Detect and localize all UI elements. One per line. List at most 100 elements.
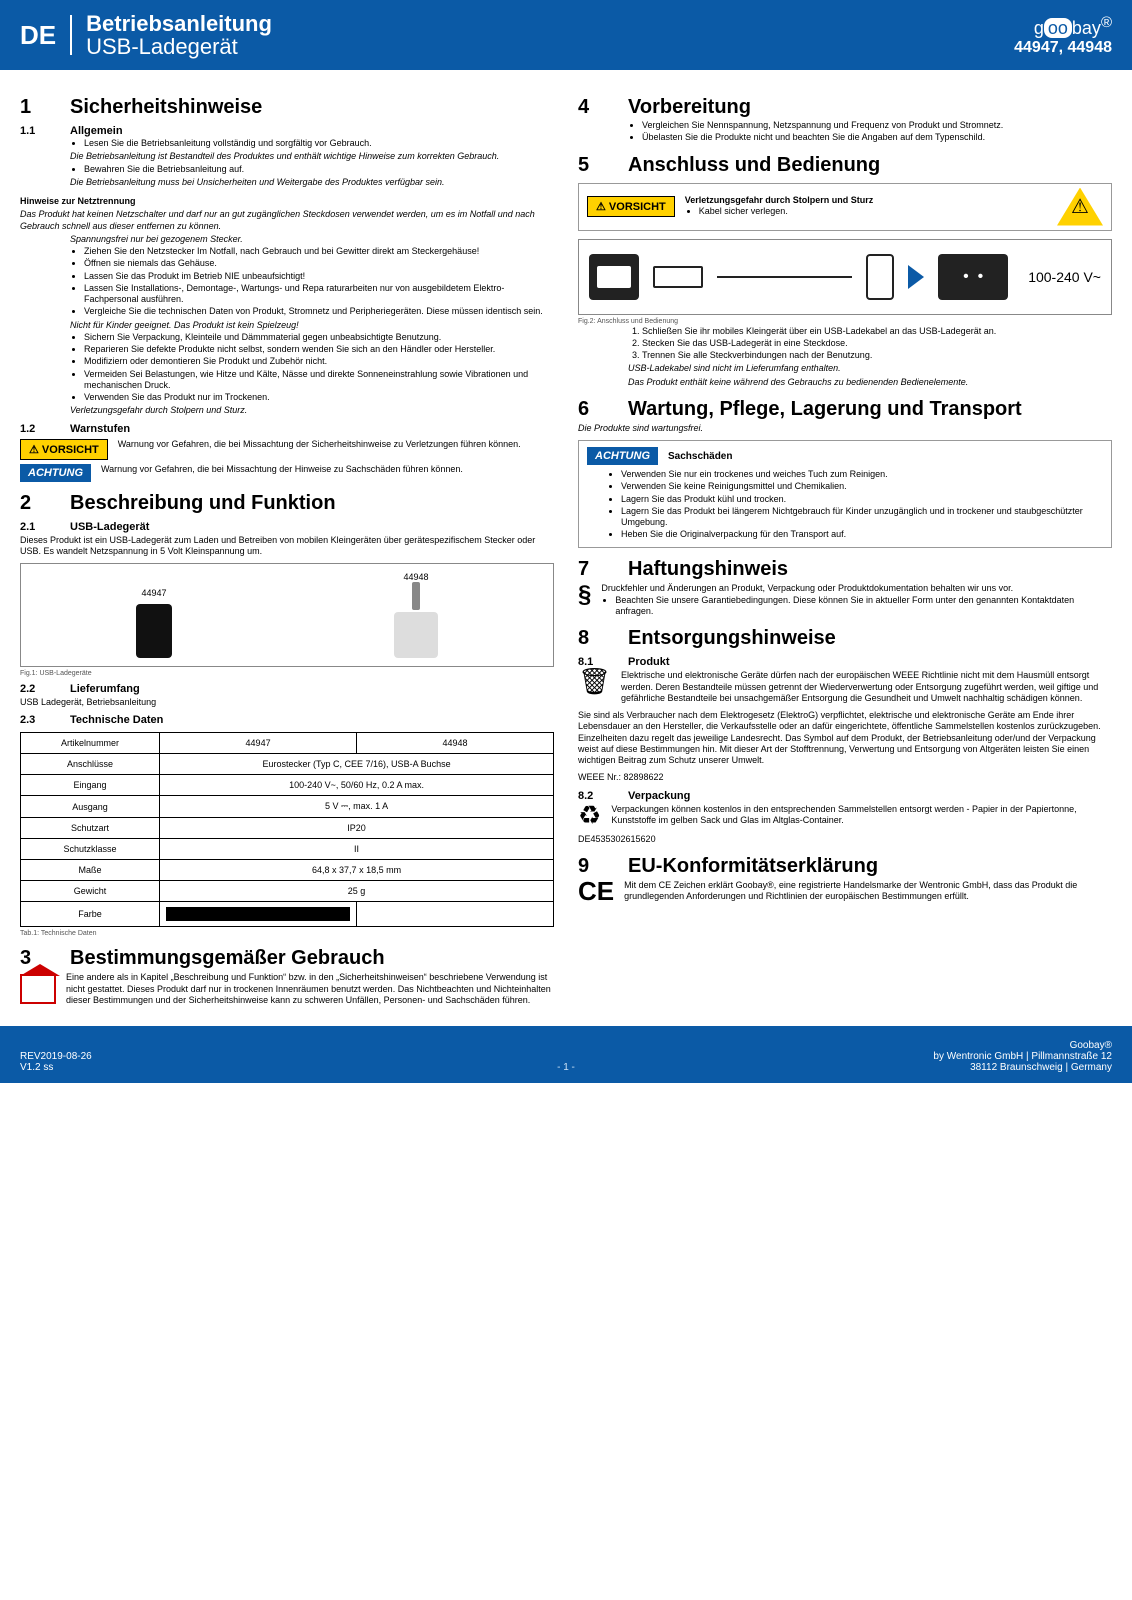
section-2-1-title: USB-Ladegerät [70,521,149,533]
spec-col-44948: 44948 [357,733,554,754]
table-row: Ausgang 5 V ⎓, max. 1 A [21,796,554,818]
footer-brand: Goobay® [933,1040,1112,1051]
spec-row-value: 100-240 V~, 50/60 Hz, 0.2 A max. [160,775,554,796]
section-2-2-num: 2.2 [20,683,48,695]
netz-bullets: Ziehen Sie den Netzstecker Im Notfall, n… [84,246,554,318]
sachschaeden-label: Sachschäden [668,451,732,462]
weee-number: WEEE Nr.: 82898622 [578,772,1112,783]
s6-intro: Die Produkte sind wartungsfrei. [578,423,1112,434]
lang-code: DE [20,20,56,51]
section-2-2-title: Lieferumfang [70,683,140,695]
table-row: Maße 64,8 x 37,7 x 18,5 mm [21,860,554,881]
section-8-title: Entsorgungshinweise [628,627,836,650]
footer-left: REV2019-08-26 V1.2 ss [20,1051,92,1073]
fig2-caption: Fig.2: Anschluss und Bedienung [578,318,1112,325]
list-item: Vergleiche Sie die technischen Daten von… [84,306,554,317]
fig1-item-b: 44948 [394,572,438,658]
section-1-num: 1 [20,96,48,119]
list-item: Schließen Sie ihr mobiles Kleingerät übe… [642,326,1112,337]
charger-44948-icon [394,612,438,658]
section-1-1-num: 1.1 [20,125,48,137]
list-item: Lagern Sie das Produkt bei längerem Nich… [621,506,1103,529]
spec-row-value: 5 V ⎓, max. 1 A [160,796,554,818]
list-item: Vermeiden Sei Belastungen, wie Hitze und… [84,369,554,392]
section-3-title: Bestimmungsgemäßer Gebrauch [70,947,385,970]
s5-vorsicht-text: Verletzungsgefahr durch Stolpern und Stu… [685,195,1047,217]
s2-1-desc: Dieses Produkt ist ein USB-Ladegerät zum… [20,535,554,558]
list-item: Heben Sie die Originalverpackung für den… [621,529,1103,540]
charger-44947-icon [136,604,172,658]
table-row: Eingang 100-240 V~, 50/60 Hz, 0.2 A max. [21,775,554,796]
list-item: Lesen Sie die Betriebsanleitung vollstän… [84,138,554,149]
list-item: Lagern Sie das Produkt kühl und trocken. [621,494,1103,505]
spec-row-label: Ausgang [21,796,160,818]
wall-socket-icon: • • [938,254,1008,300]
header-left: DE Betriebsanleitung USB-Ladegerät [20,12,272,58]
fig1-products: 44947 44948 [20,563,554,667]
s5-vorsicht-title: Verletzungsgefahr durch Stolpern und Stu… [685,195,1047,205]
section-9-num: 9 [578,855,606,878]
spec-row-label: Gewicht [21,881,160,902]
section-8-1-title: Produkt [628,656,670,668]
section-6-title: Wartung, Pflege, Lagerung und Transport [628,398,1022,421]
section-4-title: Vorbereitung [628,96,751,119]
footer-bar: REV2019-08-26 V1.2 ss - 1 - Goobay® by W… [0,1026,1132,1083]
fig2-connection: • • 100-240 V~ [578,239,1112,315]
section-8-2-title: Verpackung [628,790,690,802]
list-item: Verwenden Sie nur ein trockenes und weic… [621,469,1103,480]
section-1-1-title: Allgemein [70,125,123,137]
section-5-title: Anschluss und Bedienung [628,154,880,177]
fig1-item-a: 44947 [136,588,172,658]
footer-addr1: by Wentronic GmbH | Pillmannstraße 12 [933,1051,1112,1062]
doc-title-line2: USB-Ladegerät [86,35,272,58]
section-2-title: Beschreibung und Funktion [70,492,336,515]
s7-desc: Druckfehler und Änderungen an Produkt, V… [601,583,1112,594]
s1-1-italic-a: Die Betriebsanleitung ist Bestandteil de… [70,151,554,162]
list-item: Verwenden Sie das Produkt nur im Trocken… [84,392,554,403]
spec-row-value: IP20 [160,818,554,839]
s5-steps: Schließen Sie ihr mobiles Kleingerät übe… [642,326,1112,362]
spec-row-label: Schutzart [21,818,160,839]
trip-hazard-icon: ⚠ [1057,188,1103,226]
section-2-1-num: 2.1 [20,521,48,533]
vorsicht-badge: VORSICHT [20,439,108,460]
kinder-bullets: Sichern Sie Verpackung, Kleinteile und D… [84,332,554,404]
spec-row-value: II [160,839,554,860]
trip-note: Verletzungsgefahr durch Stolpern und Stu… [70,405,554,416]
spec-row-label: Eingang [21,775,160,796]
fig1-b-label: 44948 [394,572,438,582]
s6-achtung-box: ACHTUNG Sachschäden Verwenden Sie nur ei… [578,440,1112,548]
list-item: Stecken Sie das USB-Ladegerät in eine St… [642,338,1112,349]
table-row: Schutzklasse II [21,839,554,860]
color-swatch-44948 [357,902,554,927]
doc-title: Betriebsanleitung USB-Ladegerät [86,12,272,58]
section-7-num: 7 [578,558,606,581]
list-item: Öffnen sie niemals das Gehäuse. [84,258,554,269]
list-item: Modifiziern oder demontieren Sie Produkt… [84,356,554,367]
color-swatch-44947 [160,902,357,927]
achtung-badge: ACHTUNG [20,464,91,482]
spec-row-label: Anschlüsse [21,754,160,775]
table-row: Gewicht 25 g [21,881,554,902]
s6-bullets: Verwenden Sie nur ein trockenes und weic… [621,469,1103,541]
ce-mark-icon: CE [578,878,614,904]
s5-note-2: Das Produkt enthält keine während des Ge… [628,377,1112,388]
fig1-caption: Fig.1: USB-Ladegeräte [20,670,554,677]
s2-2-desc: USB Ladegerät, Betriebsanleitung [20,697,554,708]
fig1-a-label: 44947 [136,588,172,598]
list-item: Verwenden Sie keine Reinigungsmittel und… [621,481,1103,492]
list-item: Ziehen Sie den Netzstecker Im Notfall, n… [84,246,554,257]
phone-icon [866,254,894,300]
s5-vorsicht-box: VORSICHT Verletzungsgefahr durch Stolper… [578,183,1112,231]
section-1-title: Sicherheitshinweise [70,96,262,119]
table-row: Farbe [21,902,554,927]
list-item: Bewahren Sie die Betriebsanleitung auf. [84,164,554,175]
list-item: Übelasten Sie die Produkte nicht und bea… [642,132,1112,143]
footer-right: Goobay® by Wentronic GmbH | Pillmannstra… [933,1040,1112,1073]
list-item: Kabel sicher verlegen. [699,206,1047,217]
section-2-3-num: 2.3 [20,714,48,726]
achtung-badge: ACHTUNG [587,447,658,465]
footer-rev: REV2019-08-26 [20,1051,92,1062]
s1-1-italic-b: Die Betriebsanleitung muss bei Unsicherh… [70,177,554,188]
section-2-num: 2 [20,492,48,515]
